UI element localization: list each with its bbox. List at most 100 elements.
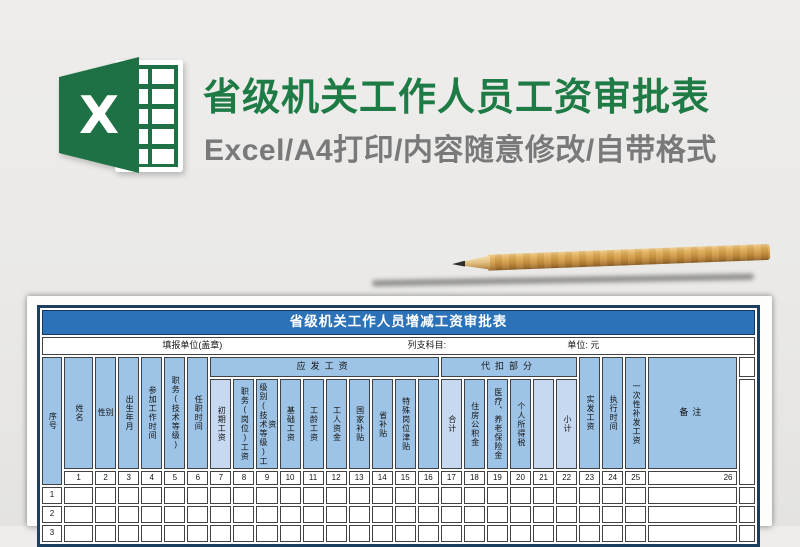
col-header: 执行时间: [602, 357, 624, 469]
row-number: 2: [42, 506, 63, 523]
col-header: 一次性补发工资: [625, 357, 647, 469]
data-cell: [302, 487, 324, 504]
col-header: 省补贴: [371, 379, 393, 469]
col-header: 小计: [556, 379, 578, 469]
col-number: 9: [256, 471, 278, 485]
data-cell: [118, 525, 140, 542]
data-cell: [348, 487, 370, 504]
data-cell: [210, 506, 232, 523]
col-number: 26: [648, 471, 737, 485]
hero-title: 省级机关工作人员工资审批表: [203, 77, 711, 119]
data-cell: [233, 506, 255, 523]
data-cell: [509, 487, 532, 504]
data-cell: [463, 525, 485, 542]
col-number: 7: [210, 471, 232, 485]
data-cell: [233, 487, 255, 504]
data-cell: [648, 487, 737, 504]
data-cell: [738, 506, 755, 523]
col-header: 基础工资: [279, 379, 301, 469]
spreadsheet-preview: 省级机关工作人员增减工资审批表 填报单位(盖章) 列支科目: 单位: 元序号 姓名 性别出…: [27, 296, 772, 547]
col-header: 住房公积金: [463, 379, 485, 469]
data-cell: [394, 525, 416, 542]
col-header-xuhao: 序号: [42, 357, 63, 485]
data-cell: [486, 506, 508, 523]
data-cell: [371, 525, 393, 542]
data-cell: [64, 525, 94, 542]
info-currency-label: 单位: 元: [567, 340, 600, 351]
data-cell: [556, 506, 578, 523]
data-cell: [233, 525, 255, 542]
col-number: 12: [325, 471, 347, 485]
approval-table: 省级机关工作人员增减工资审批表 填报单位(盖章) 列支科目: 单位: 元序号 姓名 性别出…: [37, 305, 760, 547]
data-cell: [118, 506, 140, 523]
data-cell: [164, 525, 186, 542]
col-header: 职务(技术等级): [164, 357, 186, 469]
col-number: 16: [417, 471, 439, 485]
data-cell: [325, 487, 347, 504]
col-header: 性别: [95, 357, 117, 469]
data-cell: [164, 506, 186, 523]
col-header: 出生年月: [118, 357, 140, 469]
data-cell: [256, 525, 278, 542]
col-number: 3: [118, 471, 140, 485]
col-header: 备注: [648, 357, 737, 469]
col-header: 初期工资: [210, 379, 232, 469]
data-cell: [141, 487, 163, 504]
col-number: 8: [233, 471, 255, 485]
pencil-body: [487, 243, 771, 271]
col-header: 级别(技术等级)工资: [256, 379, 278, 469]
col-header: 医疗、养老保险金: [486, 379, 508, 469]
col-number: 13: [348, 471, 370, 485]
col-header: [417, 379, 439, 469]
data-cell: [95, 525, 117, 542]
data-cell: [738, 525, 755, 542]
data-cell: [141, 506, 163, 523]
col-header: 合计: [440, 379, 462, 469]
col-header: 实发工资: [579, 357, 601, 469]
data-cell: [371, 487, 393, 504]
row-number: 1: [42, 487, 63, 504]
data-cell: [256, 506, 278, 523]
hero-subtitle: Excel/A4打印/内容随意修改/自带格式: [204, 134, 717, 167]
data-cell: [579, 506, 601, 523]
data-cell: [417, 506, 439, 523]
data-cell: [64, 506, 94, 523]
data-cell: [440, 525, 462, 542]
data-cell: [579, 487, 601, 504]
col-number: 19: [486, 471, 508, 485]
col-header: 个人所得税: [509, 379, 532, 469]
col-number: 2: [95, 471, 117, 485]
data-cell: [533, 506, 555, 523]
col-number: 11: [302, 471, 324, 485]
data-cell: [417, 525, 439, 542]
pencil-shadow: [371, 273, 755, 287]
info-unit-label: 填报单位(盖章): [162, 340, 223, 351]
data-cell: [210, 487, 232, 504]
col-number: 22: [556, 471, 578, 485]
data-cell: [164, 487, 186, 504]
data-cell: [118, 487, 140, 504]
col-header: 任职时间: [187, 357, 209, 469]
data-cell: [348, 506, 370, 523]
data-cell: [648, 506, 737, 523]
data-cell: [187, 525, 209, 542]
data-cell: [602, 506, 624, 523]
data-cell: [95, 487, 117, 504]
col-number: 17: [440, 471, 462, 485]
data-cell: [325, 525, 347, 542]
col-number: 15: [394, 471, 416, 485]
group-header: 应发工资: [210, 357, 439, 377]
pencil-image: [450, 243, 771, 272]
data-cell: [602, 525, 624, 542]
data-cell: [625, 525, 647, 542]
group-header: 代扣部分: [440, 357, 578, 377]
data-cell: [533, 525, 555, 542]
col-number: 4: [141, 471, 163, 485]
data-cell: [325, 506, 347, 523]
data-cell: [556, 487, 578, 504]
data-cell: [279, 506, 301, 523]
data-cell: [463, 506, 485, 523]
col-header: 工龄工资: [302, 379, 324, 469]
col-number: 5: [164, 471, 186, 485]
data-cell: [440, 506, 462, 523]
